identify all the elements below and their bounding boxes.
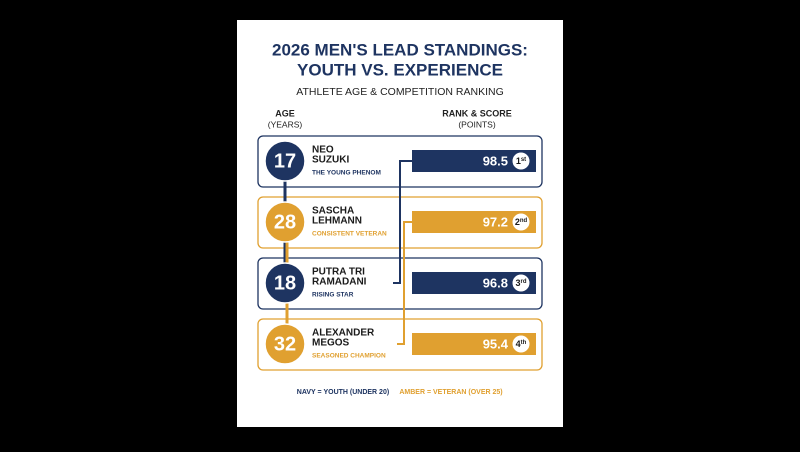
age: 17 — [274, 150, 296, 172]
age-badge — [264, 323, 306, 365]
tagline: THE YOUNG PHENOM — [312, 170, 381, 177]
rank-connector — [393, 160, 412, 284]
legend-item: AMBER = VETERAN (OVER 25) — [399, 389, 502, 396]
rank: 2nd — [515, 217, 528, 227]
rank-badge — [511, 212, 531, 232]
athlete-name: SASCHA — [312, 206, 354, 217]
athlete-name: RAMADANI — [312, 277, 367, 288]
age-badge — [264, 201, 306, 243]
athlete-name: PUTRA TRI — [312, 267, 365, 278]
rank-badge — [511, 334, 531, 354]
column-header: RANK & SCORE — [442, 108, 512, 118]
tagline: SEASONED CHAMPION — [312, 353, 386, 360]
rank-suffix: st — [521, 157, 526, 163]
score-bar — [412, 333, 536, 355]
athlete-name: NEO — [312, 145, 334, 156]
rank-badge — [511, 273, 531, 293]
tagline: CONSISTENT VETERAN — [312, 231, 387, 238]
column-header: (POINTS) — [458, 119, 495, 129]
legend-item: NAVY = YOUTH (UNDER 20) — [297, 389, 389, 396]
score: 97.2 — [483, 214, 508, 229]
athlete-name: ALEXANDER — [312, 328, 375, 339]
column-header: AGE — [275, 108, 295, 118]
score: 98.5 — [483, 153, 508, 168]
rank-connector — [397, 221, 412, 345]
score-bar — [412, 150, 536, 172]
column-header: (YEARS) — [268, 119, 303, 129]
tagline: RISING STAR — [312, 292, 354, 299]
score: 95.4 — [483, 336, 509, 351]
athlete-name: SUZUKI — [312, 155, 349, 166]
age: 18 — [274, 272, 296, 294]
score-bar — [412, 272, 536, 294]
rank-suffix: nd — [520, 218, 528, 224]
rank-number: 1 — [516, 156, 521, 166]
rank-suffix: th — [521, 340, 527, 346]
age-badge — [264, 140, 306, 182]
score-bar — [412, 211, 536, 233]
rank-badge — [511, 151, 531, 171]
age: 32 — [274, 333, 296, 355]
title: 2026 MEN'S LEAD STANDINGS: — [272, 40, 528, 59]
score: 96.8 — [483, 275, 508, 290]
age: 28 — [274, 211, 296, 233]
athlete-name: LEHMANN — [312, 216, 362, 227]
rank: 3rd — [515, 278, 526, 288]
title: YOUTH VS. EXPERIENCE — [297, 60, 503, 79]
rank-number: 3 — [515, 278, 520, 288]
rank: 4th — [516, 339, 527, 349]
rank-number: 2 — [515, 217, 520, 227]
rank-number: 4 — [516, 339, 521, 349]
athlete-name: MEGOS — [312, 338, 350, 349]
age-badge — [264, 262, 306, 304]
rank-suffix: rd — [521, 279, 527, 285]
rank: 1st — [516, 156, 526, 166]
subtitle: ATHLETE AGE & COMPETITION RANKING — [296, 86, 504, 98]
